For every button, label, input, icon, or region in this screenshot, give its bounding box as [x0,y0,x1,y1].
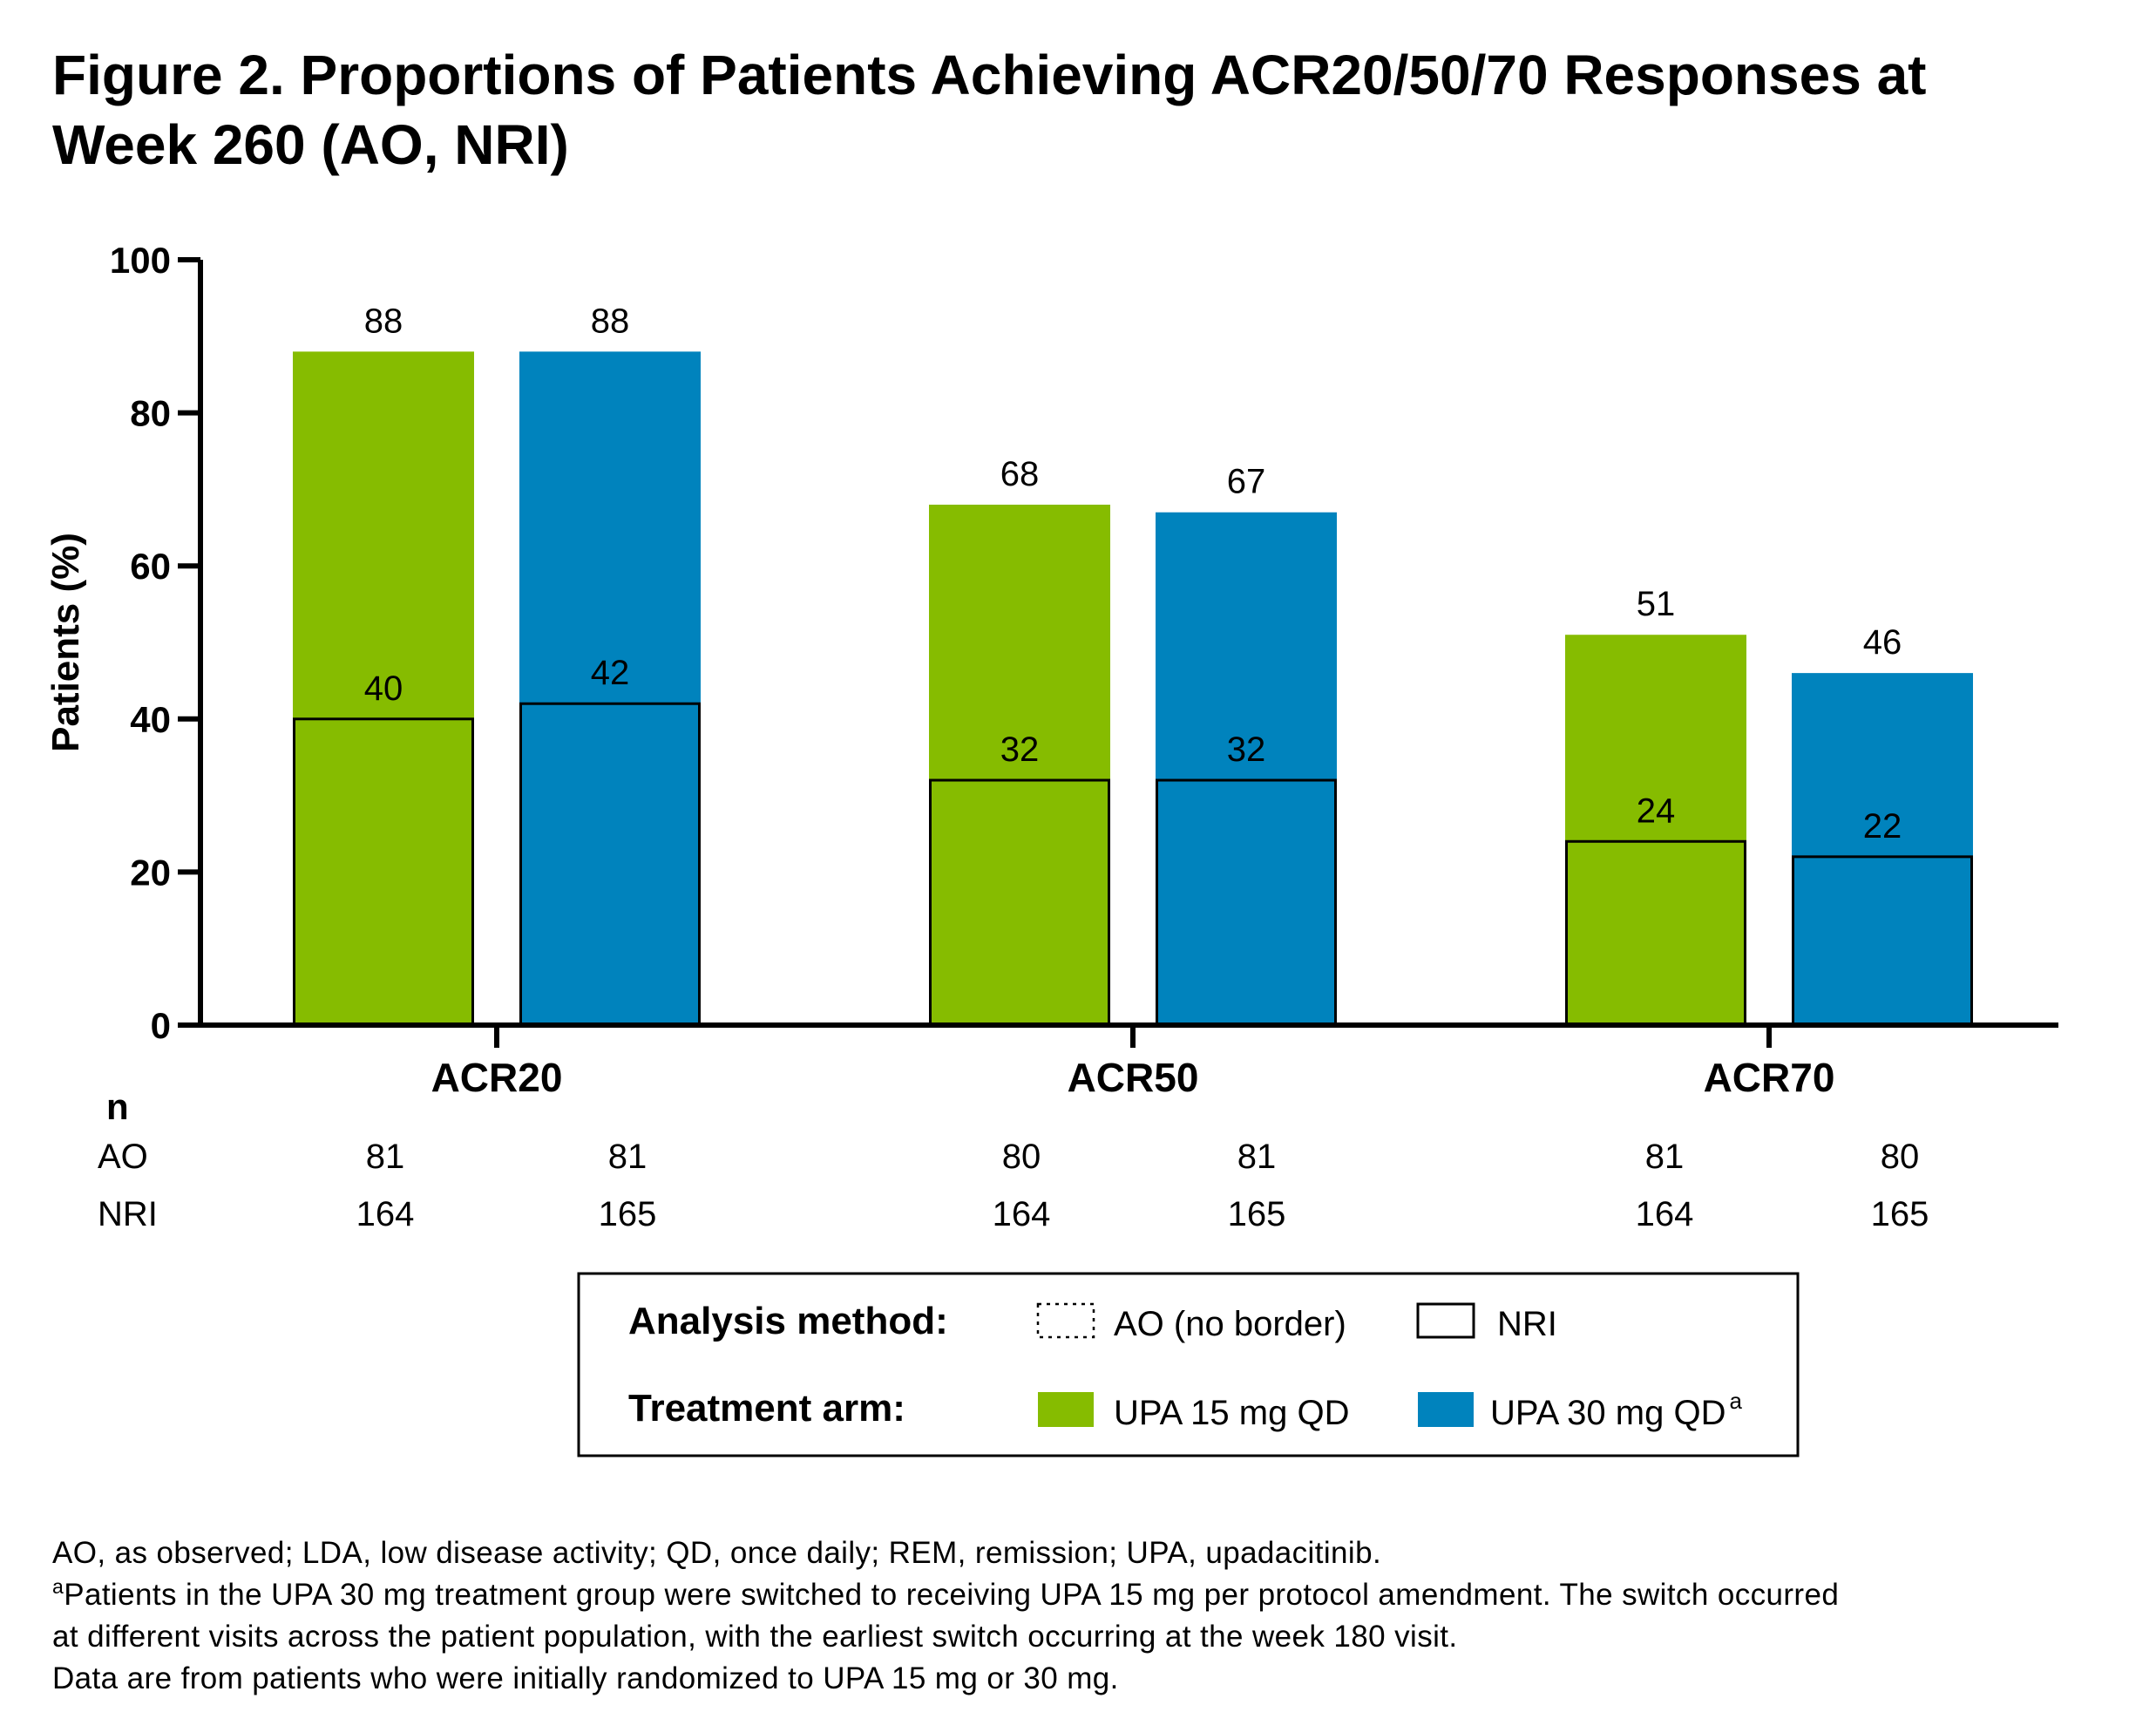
n-row-label-nri: NRI [98,1195,158,1233]
axes-layer: ACR20 ACR50 ACR70 0 20 40 60 80 100 Patients (%) [44,240,2058,1100]
n-value-nri-6: 165 [1871,1195,1929,1233]
y-tick-label-40: 40 [130,699,171,740]
bar-ao-acr70-s2 [1792,673,1973,1025]
legend-box [577,1272,1800,1457]
data-label-nri-acr70-s1: 24 [1637,791,1676,830]
n-value-nri-3: 164 [993,1195,1051,1233]
y-tick-label-100: 100 [110,240,171,281]
n-table-header: n [106,1086,129,1127]
n-value-nri-1: 164 [356,1195,415,1233]
y-axis-label: Patients (%) [44,533,87,752]
data-label-ao-acr50-s1: 68 [1000,455,1040,493]
legend: Analysis method: Treatment arm: AO (no bor… [577,1272,1800,1457]
legend-swatch-upa30 [1418,1392,1474,1427]
x-tick-label-acr70: ACR70 [1704,1055,1835,1100]
n-row-label-ao: AO [98,1138,148,1176]
legend-swatch-nri [1416,1302,1475,1339]
data-label-ao-acr20-s2: 88 [591,302,630,340]
footnote-data-note: Data are from patients who were initiall… [52,1661,1119,1695]
n-value-nri-5: 164 [1636,1195,1694,1233]
data-label-nri-acr50-s1: 32 [1000,730,1040,769]
n-value-ao-6: 80 [1881,1138,1920,1176]
bar-ao-acr50-s1 [929,504,1110,1025]
n-value-ao-3: 80 [1002,1138,1041,1176]
n-value-ao-1: 81 [366,1138,405,1176]
n-value-ao-2: 81 [608,1138,647,1176]
y-tick-label-20: 20 [130,852,171,893]
footnotes: AO, as observed; LDA, low disease activi… [52,1532,2126,1700]
legend-method-label: Analysis method: [628,1300,948,1342]
data-label-ao-acr70-s2: 46 [1863,623,1902,662]
x-tick-label-acr50: ACR50 [1068,1055,1199,1100]
legend-arm-label: Treatment arm: [628,1387,905,1430]
n-table: n AO 81 81 80 81 81 80 NRI 164 165 164 165 164 165 [98,1086,1929,1233]
n-value-nri-2: 165 [599,1195,657,1233]
n-value-ao-5: 81 [1645,1138,1685,1176]
y-tick-label-80: 80 [130,393,171,434]
footnote-a-line1: aPatients in the UPA 30 mg treatment gro… [52,1574,2126,1616]
data-label-nri-acr70-s2: 22 [1863,807,1902,846]
y-tick-label-0: 0 [151,1005,171,1046]
n-value-ao-4: 81 [1237,1138,1277,1176]
bar-ao-acr20-s2 [519,351,701,1025]
y-tick-label-60: 60 [130,546,171,587]
legend-label-nri: NRI [1497,1305,1557,1343]
data-label-nri-acr20-s2: 42 [591,654,630,692]
bar-ao-acr50-s2 [1156,512,1337,1025]
page-title: Figure 2. Proportions of Patients Achiev… [52,44,1927,176]
legend-label-upa30-sup: a [1729,1388,1742,1414]
footnote-a-text1: Patients in the UPA 30 mg treatment grou… [64,1578,1840,1612]
bars-layer [293,351,1973,1026]
bar-ao-acr70-s1 [1565,635,1746,1025]
legend-label-upa15: UPA 15 mg QD [1114,1394,1349,1432]
legend-label-ao: AO (no border) [1114,1305,1346,1343]
data-label-ao-acr20-s1: 88 [364,302,403,340]
legend-swatch-upa15 [1038,1392,1094,1427]
data-label-ao-acr50-s2: 67 [1227,463,1266,501]
x-tick-label-acr20: ACR20 [431,1055,563,1100]
data-label-nri-acr50-s2: 32 [1227,730,1266,769]
legend-label-upa30: UPA 30 mg QD a [1490,1388,1742,1432]
footnote-a-marker: a [52,1575,64,1598]
footnote-abbreviations: AO, as observed; LDA, low disease activi… [52,1536,1382,1570]
legend-swatch-ao [1036,1302,1095,1339]
n-value-nri-4: 165 [1228,1195,1286,1233]
labels-layer: 88 40 88 42 68 32 67 32 51 24 46 22 [364,302,1902,845]
data-label-nri-acr20-s1: 40 [364,669,403,708]
bar-ao-acr20-s1 [293,351,474,1025]
data-label-ao-acr70-s1: 51 [1637,585,1676,623]
footnote-a-line2: at different visits across the patient p… [52,1620,1458,1654]
